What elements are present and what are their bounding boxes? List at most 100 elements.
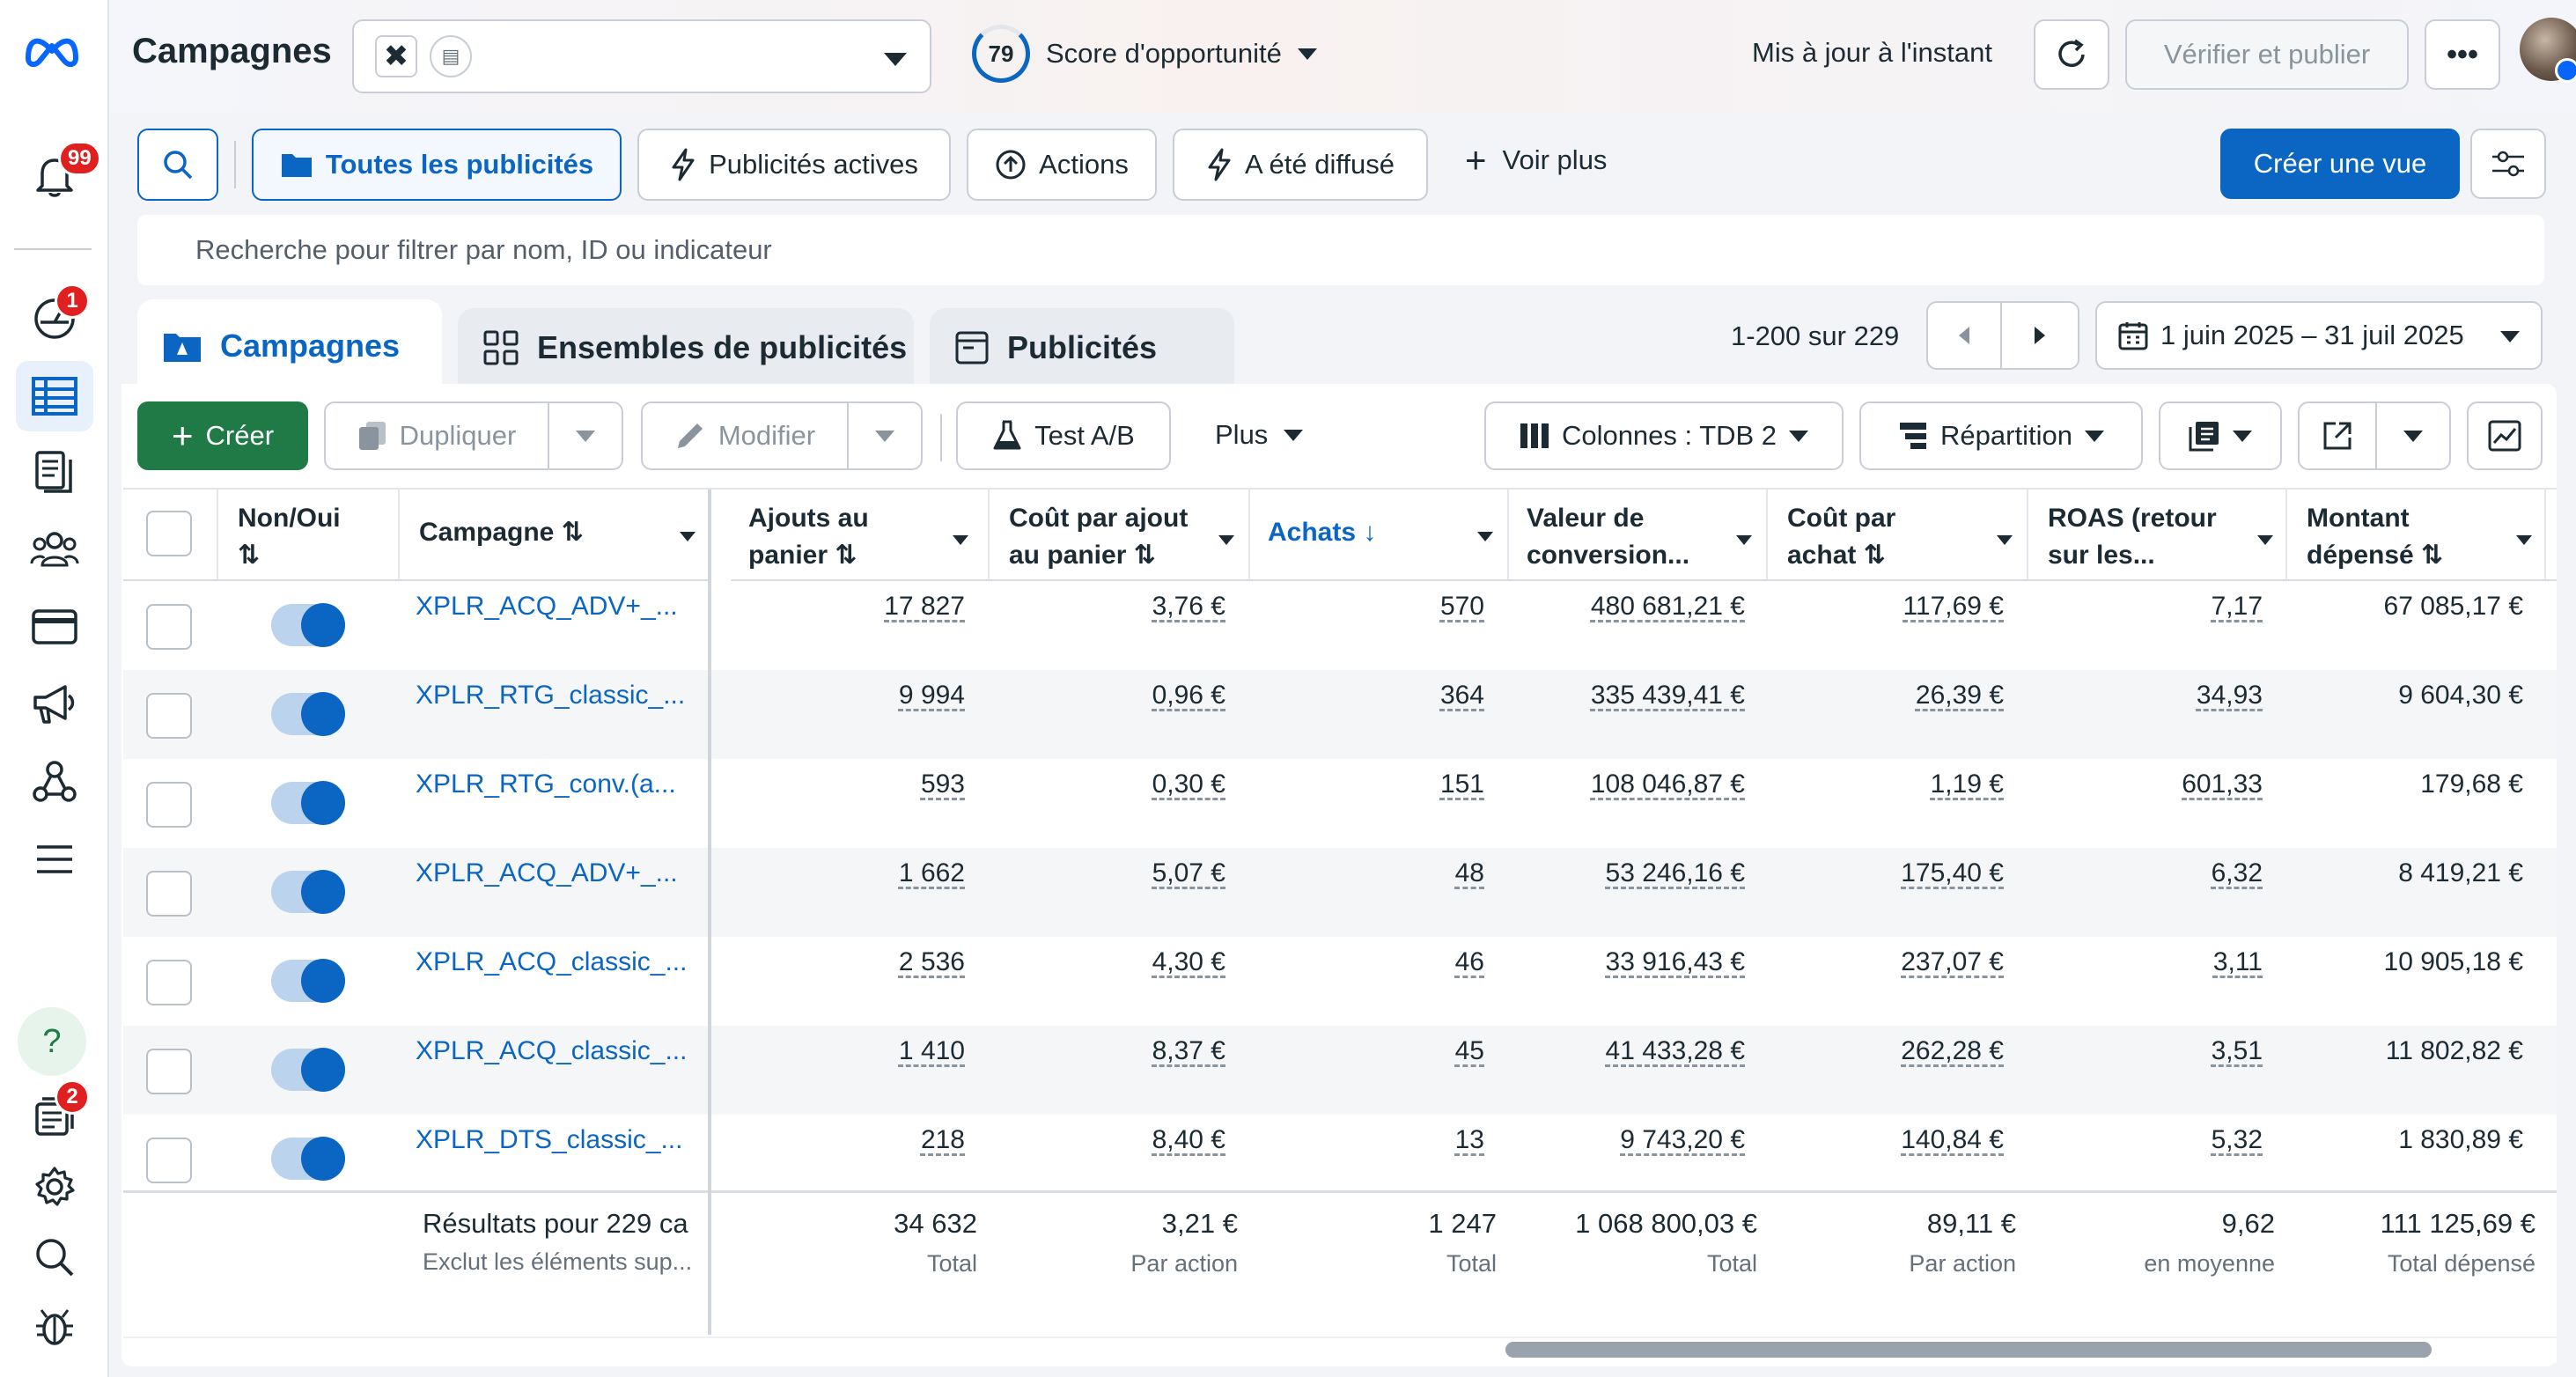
campaign-status-toggle[interactable]	[271, 870, 345, 914]
export-button[interactable]	[2298, 401, 2377, 470]
campaign-name-link[interactable]: XPLR_ACQ_ADV+_...	[416, 858, 678, 887]
review-publish-button[interactable]: Vérifier et publier	[2125, 19, 2409, 90]
campaign-name-link[interactable]: XPLR_ACQ_ADV+_...	[416, 592, 678, 621]
column-header-add-to-cart[interactable]: Ajouts au panier ⇅	[748, 500, 977, 592]
campaign-name-link[interactable]: XPLR_DTS_classic_...	[416, 1125, 683, 1154]
columns-dropdown[interactable]: Colonnes : TDB 2	[1484, 401, 1844, 470]
chevron-down-icon	[1789, 430, 1809, 442]
cell-spend: 10 905,18 €	[2383, 947, 2523, 976]
horizontal-scrollbar-thumb[interactable]	[1505, 1342, 2432, 1358]
audiences-nav-button[interactable]	[16, 514, 93, 585]
table-row[interactable]	[123, 1026, 2557, 1115]
report-bug-button[interactable]	[16, 1291, 93, 1361]
opportunity-score[interactable]: 79 Score d'opportunité	[972, 25, 1317, 83]
billing-nav-button[interactable]	[16, 592, 93, 662]
search-button[interactable]	[137, 129, 218, 201]
sort-icon: ⇅	[1126, 541, 1156, 570]
row-checkbox[interactable]	[146, 604, 192, 650]
header-col-divider	[398, 490, 400, 579]
cell-cost-per-purchase: 175,40 €	[1901, 858, 2004, 887]
header-col-divider	[1507, 490, 1509, 579]
more-options-button[interactable]: •••	[2425, 19, 2500, 90]
refresh-icon	[2058, 39, 2085, 67]
total-cost-per-purchase: 89,11 € Par action	[1909, 1208, 2016, 1278]
campaigns-nav-button[interactable]	[16, 361, 93, 431]
column-header-cost-per-purchase[interactable]: Coût par achat ⇅	[1787, 500, 2013, 592]
duplicate-dropdown-button[interactable]	[548, 401, 623, 470]
total-cost-per-purchase-value: 89,11 €	[1926, 1208, 2016, 1239]
breakdown-dropdown[interactable]: Répartition	[1859, 401, 2143, 470]
select-all-checkbox[interactable]	[146, 511, 192, 556]
column-header-onoff[interactable]: Non/Oui ⇅	[238, 500, 341, 592]
cell-cost-per-cart: 5,07 €	[1152, 858, 1225, 887]
cell-purchases: 570	[1439, 592, 1484, 621]
table-row[interactable]	[123, 670, 2557, 759]
account-overview-button[interactable]: 1	[16, 284, 93, 354]
settings-button[interactable]	[16, 1152, 93, 1222]
all-tools-menu-button[interactable]	[16, 824, 93, 895]
date-range-picker[interactable]: 1 juin 2025 – 31 juil 2025	[2095, 301, 2543, 370]
campaign-status-toggle[interactable]	[271, 1048, 345, 1092]
row-checkbox[interactable]	[146, 782, 192, 828]
tab-campaigns[interactable]: Campagnes	[137, 299, 442, 393]
tab-ads[interactable]: Publicités	[930, 308, 1234, 387]
create-button[interactable]: + Créer	[137, 401, 308, 470]
column-header-campaign[interactable]: Campagne ⇅	[419, 514, 701, 606]
row-checkbox[interactable]	[146, 1049, 192, 1094]
campaign-name-link[interactable]: XPLR_ACQ_classic_...	[416, 1036, 688, 1065]
previous-page-button[interactable]	[1926, 301, 2002, 370]
column-header-cost-per-cart[interactable]: Coût par ajout au panier ⇅	[1009, 500, 1234, 592]
news-feed-button[interactable]: 2	[16, 1079, 93, 1152]
tab-ad-sets[interactable]: Ensembles de publicités	[458, 308, 914, 387]
cell-purchases: 13	[1454, 1125, 1484, 1154]
row-checkbox[interactable]	[146, 871, 192, 917]
refresh-button[interactable]	[2034, 19, 2109, 90]
cell-cost-per-purchase: 140,84 €	[1901, 1125, 2004, 1154]
see-more-filters[interactable]: + Voir plus	[1465, 142, 1607, 179]
filter-actions[interactable]: Actions	[967, 129, 1157, 201]
next-page-button[interactable]	[2000, 301, 2079, 370]
table-row[interactable]	[123, 848, 2557, 937]
campaign-status-toggle[interactable]	[271, 781, 345, 825]
edit-button[interactable]: Modifier	[641, 401, 849, 470]
notifications-button[interactable]: 99	[16, 141, 101, 211]
row-checkbox[interactable]	[146, 960, 192, 1005]
reports-dropdown[interactable]	[2159, 401, 2282, 470]
chevron-down-icon	[1297, 48, 1317, 60]
row-checkbox[interactable]	[146, 693, 192, 739]
filter-settings-button[interactable]	[2470, 129, 2546, 199]
campaign-status-toggle[interactable]	[271, 603, 345, 647]
column-header-spend[interactable]: Montant dépensé ⇅	[2307, 500, 2532, 592]
charts-button[interactable]	[2467, 401, 2543, 470]
campaign-name-link[interactable]: XPLR_ACQ_classic_...	[416, 947, 688, 976]
row-checkbox[interactable]	[146, 1138, 192, 1183]
help-button[interactable]: ?	[18, 1007, 86, 1076]
filter-all-ads[interactable]: Toutes les publicités	[252, 129, 622, 201]
reports-nav-button[interactable]	[16, 437, 93, 507]
campaign-status-toggle[interactable]	[271, 1137, 345, 1181]
create-view-button[interactable]: Créer une vue	[2220, 129, 2460, 199]
advertising-nav-button[interactable]	[16, 669, 93, 740]
chevron-down-icon	[2233, 430, 2252, 442]
column-header-conversion-value[interactable]: Valeur de conversion...	[1527, 500, 1752, 592]
meta-logo[interactable]	[23, 32, 81, 71]
search-nav-button[interactable]	[16, 1222, 93, 1292]
more-actions-dropdown[interactable]: Plus	[1215, 419, 1304, 451]
filter-active-ads[interactable]: Publicités actives	[637, 129, 951, 201]
ab-test-button[interactable]: Test A/B	[956, 401, 1171, 470]
filter-delivered[interactable]: A été diffusé	[1173, 129, 1428, 201]
column-header-purchases[interactable]: Achats ↓	[1268, 514, 1493, 606]
cell-add-to-cart: 9 994	[898, 681, 965, 710]
account-selector[interactable]: ✖ ▤	[352, 19, 931, 93]
export-dropdown-button[interactable]	[2375, 401, 2451, 470]
campaign-name-link[interactable]: XPLR_RTG_classic_...	[416, 681, 686, 710]
edit-dropdown-button[interactable]	[847, 401, 923, 470]
campaign-status-toggle[interactable]	[271, 692, 345, 736]
column-header-roas[interactable]: ROAS (retour sur les...	[2048, 500, 2273, 592]
search-input[interactable]: Recherche pour filtrer par nom, ID ou in…	[137, 215, 2544, 285]
campaign-name-link[interactable]: XPLR_RTG_conv.(a...	[416, 770, 676, 799]
campaign-status-toggle[interactable]	[271, 959, 345, 1003]
business-suite-nav-button[interactable]	[16, 747, 93, 817]
cell-add-to-cart: 593	[920, 770, 965, 799]
duplicate-button[interactable]: Dupliquer	[324, 401, 549, 470]
